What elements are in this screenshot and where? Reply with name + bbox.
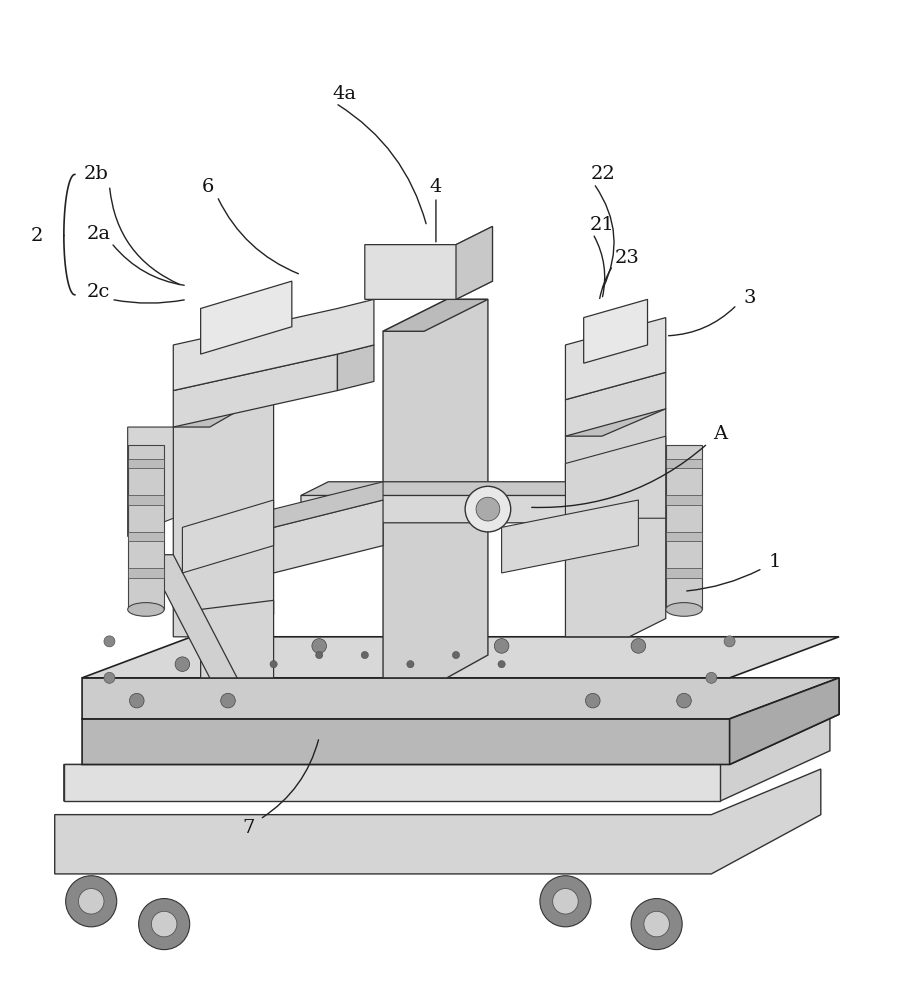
- Circle shape: [129, 693, 144, 708]
- Circle shape: [151, 911, 177, 937]
- Circle shape: [175, 657, 189, 671]
- Polygon shape: [301, 482, 592, 495]
- Polygon shape: [182, 500, 273, 573]
- Polygon shape: [273, 500, 383, 573]
- Text: 1: 1: [768, 553, 781, 571]
- Polygon shape: [82, 678, 838, 719]
- Circle shape: [705, 672, 716, 683]
- Polygon shape: [337, 345, 374, 391]
- Circle shape: [643, 911, 669, 937]
- Polygon shape: [64, 714, 829, 801]
- Circle shape: [406, 661, 414, 668]
- Polygon shape: [383, 299, 487, 678]
- Circle shape: [361, 651, 368, 659]
- Circle shape: [66, 876, 117, 927]
- Circle shape: [312, 639, 326, 653]
- Text: 7: 7: [241, 819, 254, 837]
- Circle shape: [539, 876, 590, 927]
- Polygon shape: [173, 391, 273, 427]
- Circle shape: [630, 899, 681, 950]
- Text: A: A: [712, 425, 727, 443]
- Polygon shape: [456, 226, 492, 299]
- Polygon shape: [665, 568, 701, 578]
- Polygon shape: [64, 764, 720, 801]
- Polygon shape: [665, 532, 701, 541]
- Ellipse shape: [665, 603, 701, 616]
- Polygon shape: [565, 372, 665, 436]
- Text: 4: 4: [429, 178, 442, 196]
- Polygon shape: [665, 445, 701, 609]
- Text: 21: 21: [589, 216, 614, 234]
- Ellipse shape: [128, 603, 164, 616]
- Polygon shape: [128, 459, 164, 468]
- Circle shape: [494, 639, 508, 653]
- Circle shape: [630, 639, 645, 653]
- Polygon shape: [200, 600, 273, 678]
- Circle shape: [315, 651, 322, 659]
- Polygon shape: [146, 555, 237, 678]
- Circle shape: [585, 693, 599, 708]
- Circle shape: [476, 497, 499, 521]
- Polygon shape: [55, 769, 820, 874]
- Circle shape: [723, 636, 734, 647]
- Polygon shape: [200, 281, 292, 354]
- Polygon shape: [583, 299, 647, 363]
- Polygon shape: [173, 391, 273, 637]
- Polygon shape: [128, 445, 164, 609]
- Polygon shape: [565, 409, 665, 436]
- Polygon shape: [82, 637, 838, 678]
- Polygon shape: [565, 409, 665, 637]
- Polygon shape: [273, 482, 383, 527]
- Circle shape: [220, 693, 235, 708]
- Text: 2b: 2b: [83, 165, 108, 183]
- Circle shape: [104, 636, 115, 647]
- Text: 6: 6: [201, 178, 214, 196]
- Circle shape: [676, 693, 691, 708]
- Polygon shape: [729, 678, 838, 764]
- Circle shape: [452, 651, 459, 659]
- Polygon shape: [565, 318, 665, 400]
- Polygon shape: [128, 532, 164, 541]
- Polygon shape: [501, 500, 638, 573]
- Circle shape: [270, 661, 277, 668]
- Text: 2: 2: [30, 227, 43, 245]
- Polygon shape: [128, 495, 164, 505]
- Polygon shape: [565, 436, 665, 518]
- Polygon shape: [173, 299, 374, 391]
- Text: 2c: 2c: [87, 283, 110, 301]
- Polygon shape: [128, 568, 164, 578]
- Text: 22: 22: [589, 165, 615, 183]
- Circle shape: [465, 486, 510, 532]
- Text: 3: 3: [742, 289, 755, 307]
- Polygon shape: [82, 678, 838, 764]
- Polygon shape: [364, 226, 492, 299]
- Circle shape: [552, 889, 578, 914]
- Circle shape: [78, 889, 104, 914]
- Text: 23: 23: [614, 249, 640, 267]
- Text: 2a: 2a: [87, 225, 110, 243]
- Polygon shape: [383, 299, 487, 331]
- Polygon shape: [665, 495, 701, 505]
- Polygon shape: [301, 482, 592, 523]
- Polygon shape: [173, 354, 337, 427]
- Text: 4a: 4a: [333, 85, 356, 103]
- Polygon shape: [665, 459, 701, 468]
- Circle shape: [138, 899, 189, 950]
- Circle shape: [104, 672, 115, 683]
- Circle shape: [497, 661, 505, 668]
- Polygon shape: [128, 427, 173, 536]
